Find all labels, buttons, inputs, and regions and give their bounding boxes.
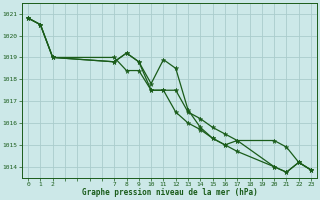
X-axis label: Graphe pression niveau de la mer (hPa): Graphe pression niveau de la mer (hPa) <box>82 188 258 197</box>
